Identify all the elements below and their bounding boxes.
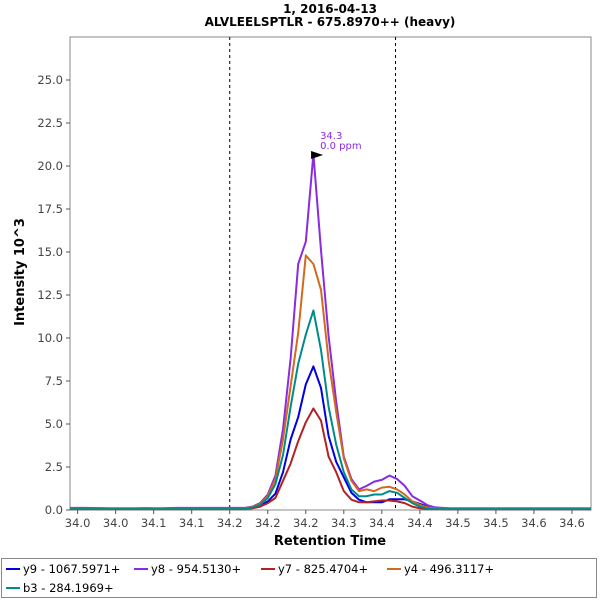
y-tick-label: 10.0 xyxy=(37,331,63,345)
legend-item-y7: y7 - 825.4704+ xyxy=(261,562,368,576)
x-tick-label: 34.0 xyxy=(65,516,91,530)
series-lines xyxy=(70,153,591,511)
x-tick-label: 34.2 xyxy=(293,516,319,530)
legend-item-b3: b3 - 284.1969+ xyxy=(6,581,114,595)
y-axis-label: Intensity 10^3 xyxy=(13,218,28,326)
legend-item-y8: y8 - 954.5130+ xyxy=(134,562,241,576)
x-tick-label: 34.3 xyxy=(331,516,357,530)
x-tick-label: 34.4 xyxy=(407,516,433,530)
y-tick-label: 15.0 xyxy=(37,245,63,259)
legend: y9 - 1067.5971+ y8 - 954.5130+ y7 - 825.… xyxy=(1,558,597,598)
legend-swatch xyxy=(6,586,20,589)
x-axis-label: Retention Time xyxy=(274,534,386,549)
legend-label: y4 - 496.3117+ xyxy=(404,562,495,576)
peak-rt-label: 34.3 xyxy=(320,131,342,142)
legend-label: y8 - 954.5130+ xyxy=(151,562,242,576)
peak-annotation-group: 34.3 0.0 ppm xyxy=(311,131,362,159)
legend-label: b3 - 284.1969+ xyxy=(23,581,114,595)
y-tick-label: 7.5 xyxy=(45,374,63,388)
legend-label: y9 - 1067.5971+ xyxy=(23,562,121,576)
x-tick-label: 34.2 xyxy=(217,516,243,530)
plot-area xyxy=(69,36,592,511)
chart-subtitle: ALVLEELSPTLR - 675.8970++ (heavy) xyxy=(205,15,456,29)
peak-boundaries xyxy=(229,37,397,510)
x-axis: 34.0 34.0 34.1 34.1 34.2 34.2 34.2 34.3 34.4 34.4… xyxy=(65,510,585,530)
series-line-4 xyxy=(70,309,591,511)
y-tick-label: 2.5 xyxy=(45,460,63,474)
legend-label: y7 - 825.4704+ xyxy=(278,562,369,576)
y-tick-label: 25.0 xyxy=(37,73,63,87)
y-tick-label: 20.0 xyxy=(37,159,63,173)
x-tick-label: 34.1 xyxy=(179,516,205,530)
chart-title: 1, 2016-04-13 xyxy=(283,2,377,16)
peak-arrow xyxy=(311,150,324,159)
x-tick-label: 34.6 xyxy=(559,516,585,530)
x-tick-label: 34.0 xyxy=(103,516,129,530)
y-tick-label: 5.0 xyxy=(45,417,63,431)
legend-swatch xyxy=(261,567,275,570)
y-tick-label: 22.5 xyxy=(37,116,63,130)
legend-item-y9: y9 - 1067.5971+ xyxy=(6,562,120,576)
x-tick-label: 34.1 xyxy=(141,516,167,530)
legend-swatch xyxy=(6,567,20,570)
y-tick-label: 17.5 xyxy=(37,202,63,216)
legend-item-y4: y4 - 496.3117+ xyxy=(387,562,494,576)
x-tick-label: 34.6 xyxy=(521,516,547,530)
x-tick-label: 34.5 xyxy=(445,516,471,530)
legend-swatch xyxy=(134,567,148,570)
legend-swatch xyxy=(387,567,401,570)
y-axis: 0.0 2.5 5.0 7.5 10.0 12.5 15.0 17.5 20.0 22.5 25.0 xyxy=(37,73,70,517)
y-tick-label: 0.0 xyxy=(45,503,63,517)
y-tick-label: 12.5 xyxy=(37,288,63,302)
x-tick-label: 34.5 xyxy=(483,516,509,530)
x-tick-label: 34.4 xyxy=(369,516,395,530)
x-tick-label: 34.2 xyxy=(255,516,281,530)
peak-ppm-label: 0.0 ppm xyxy=(320,141,362,152)
